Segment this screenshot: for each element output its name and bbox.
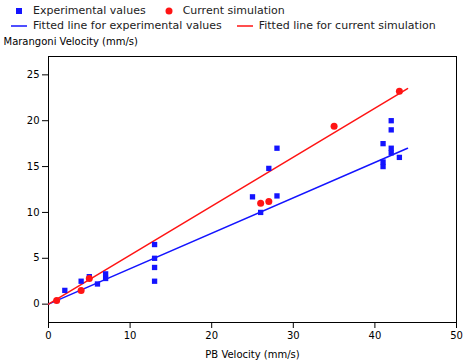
svg-text:20: 20 [205,330,218,341]
svg-text:PB Velocity (mm/s): PB Velocity (mm/s) [205,349,299,360]
svg-text:25: 25 [27,69,40,80]
svg-text:20: 20 [27,115,40,126]
svg-text:50: 50 [450,330,463,341]
svg-text:30: 30 [287,330,300,341]
svg-text:5: 5 [33,252,39,263]
svg-text:15: 15 [27,161,40,172]
svg-text:Marangoni Velocity (mm/s): Marangoni Velocity (mm/s) [4,36,138,47]
html-text:Fitted line for experimental v: Fitted line for experimental values [33,19,222,32]
html-text:Current simulation: Current simulation [182,4,285,17]
svg-text:10: 10 [124,330,137,341]
svg-text:10: 10 [27,207,40,218]
html-text:Experimental values: Experimental values [33,4,146,17]
html-text:Fitted line for current simula: Fitted line for current simulation [258,19,436,32]
svg-text:0: 0 [33,298,39,309]
svg-text:40: 40 [369,330,382,341]
svg-text:0: 0 [45,330,51,341]
